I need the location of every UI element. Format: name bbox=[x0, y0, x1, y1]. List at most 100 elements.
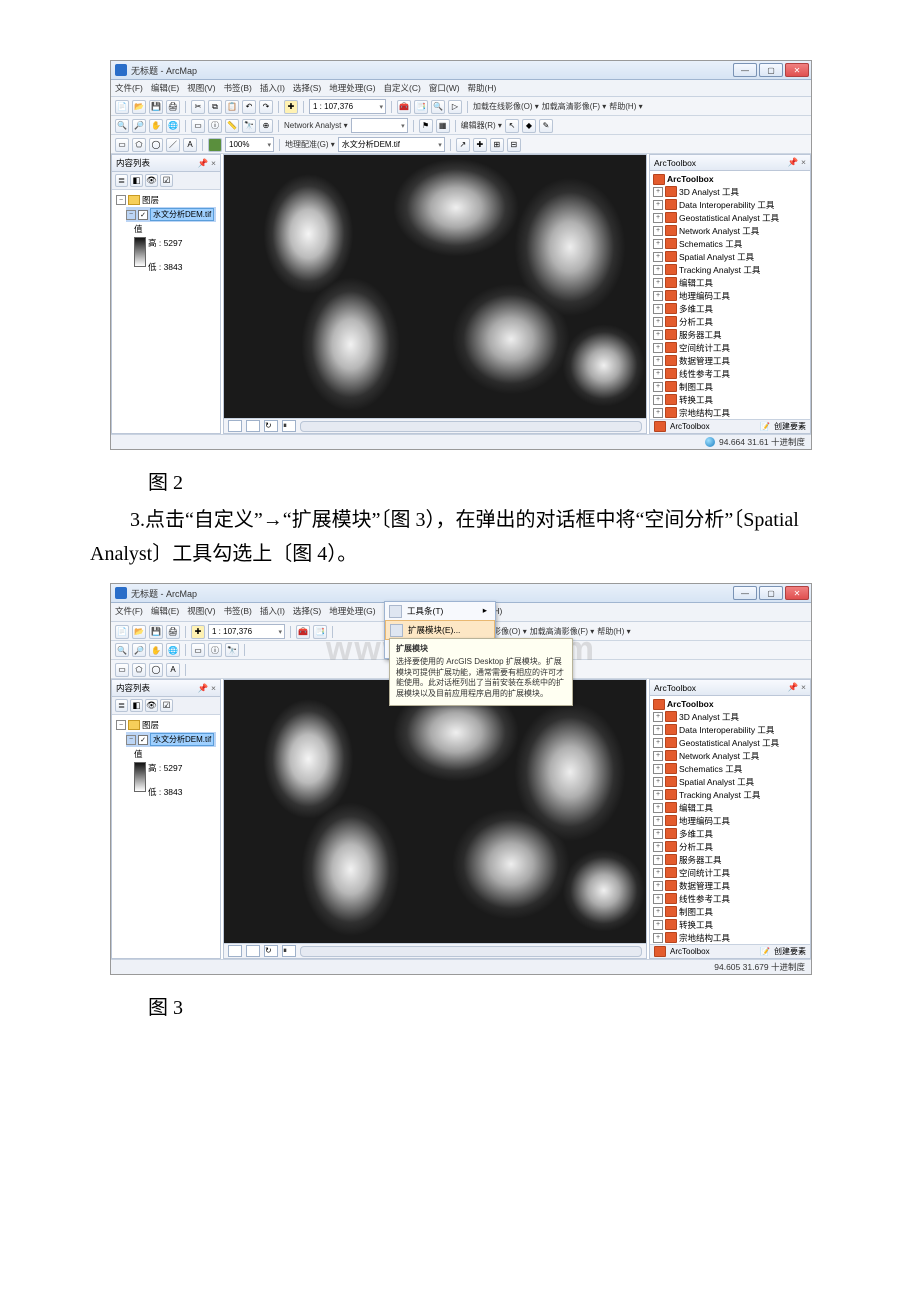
toc-list-by-source-icon[interactable]: ◧ bbox=[130, 699, 143, 712]
tb-item[interactable]: 数据管理工具 bbox=[679, 880, 730, 892]
tb-item[interactable]: Tracking Analyst 工具 bbox=[679, 264, 760, 276]
refresh-button[interactable]: ↻ bbox=[264, 420, 278, 432]
scale-combo[interactable]: 1 : 107,376 bbox=[208, 624, 285, 639]
exp-0[interactable]: + bbox=[653, 712, 663, 722]
menu-bookmarks[interactable]: 书签(B) bbox=[224, 605, 252, 619]
dd-extensions[interactable]: 扩展模块(E)... bbox=[385, 620, 495, 640]
edit-tool-icon[interactable]: ↖ bbox=[505, 119, 519, 133]
exp-11[interactable]: + bbox=[653, 855, 663, 865]
pan-icon[interactable]: ✋ bbox=[149, 119, 163, 133]
draw-poly-icon[interactable]: ⬠ bbox=[132, 663, 146, 677]
draw-rect-icon[interactable]: ▭ bbox=[115, 138, 129, 152]
tb-item[interactable]: 分析工具 bbox=[679, 841, 713, 853]
save-icon[interactable]: 💾 bbox=[149, 625, 163, 639]
toc-list-by-draw-icon[interactable]: ≣ bbox=[115, 174, 128, 187]
print-icon[interactable]: 🖨 bbox=[166, 625, 180, 639]
atb-close-icon[interactable]: × bbox=[801, 682, 806, 693]
tb-item[interactable]: 编辑工具 bbox=[679, 802, 713, 814]
refresh-button[interactable]: ↻ bbox=[264, 945, 278, 957]
menu-view[interactable]: 视图(V) bbox=[187, 605, 215, 619]
exp-6[interactable]: + bbox=[653, 265, 663, 275]
open-icon[interactable]: 📂 bbox=[132, 625, 146, 639]
zoom-out-icon[interactable]: 🔎 bbox=[132, 119, 146, 133]
exp-5[interactable]: + bbox=[653, 252, 663, 262]
exp-12[interactable]: + bbox=[653, 868, 663, 878]
cut-icon[interactable]: ✂ bbox=[191, 100, 205, 114]
layer-name[interactable]: 水文分析DEM.tif bbox=[150, 208, 214, 221]
tb-item[interactable]: 制图工具 bbox=[679, 906, 713, 918]
zoom-in-icon[interactable]: 🔍 bbox=[115, 119, 129, 133]
sketch-icon[interactable]: ✎ bbox=[539, 119, 553, 133]
data-view-button[interactable] bbox=[228, 945, 242, 957]
exp-16[interactable]: + bbox=[653, 920, 663, 930]
scale-combo[interactable]: 1 : 107,376 bbox=[309, 99, 386, 114]
dd-toolbars[interactable]: 工具条(T) ▸ bbox=[385, 602, 495, 620]
layout-view-button[interactable] bbox=[246, 420, 260, 432]
window-close-button[interactable]: ✕ bbox=[785, 63, 809, 77]
catalog-icon[interactable]: 📑 bbox=[313, 625, 327, 639]
exp-10[interactable]: + bbox=[653, 842, 663, 852]
toolbox-root[interactable]: ArcToolbox bbox=[667, 174, 714, 184]
tb-item[interactable]: 分析工具 bbox=[679, 316, 713, 328]
window-min-button[interactable]: — bbox=[733, 586, 757, 600]
exp-13[interactable]: + bbox=[653, 881, 663, 891]
tb-item[interactable]: 空间统计工具 bbox=[679, 867, 730, 879]
tb-item[interactable]: 空间统计工具 bbox=[679, 342, 730, 354]
menu-edit[interactable]: 编辑(E) bbox=[151, 82, 179, 94]
gr-icon-2[interactable]: ✚ bbox=[473, 138, 487, 152]
menu-help[interactable]: 帮助(H) bbox=[468, 82, 497, 94]
exp-15[interactable]: + bbox=[653, 382, 663, 392]
toc-group-label[interactable]: 图层 bbox=[142, 194, 159, 206]
expand-icon[interactable]: − bbox=[116, 195, 126, 205]
pause-button[interactable]: ⏸ bbox=[282, 945, 296, 957]
network-combo[interactable] bbox=[351, 118, 408, 133]
fill-icon[interactable] bbox=[208, 138, 222, 152]
exp-13[interactable]: + bbox=[653, 356, 663, 366]
exp-3[interactable]: + bbox=[653, 226, 663, 236]
tb-item[interactable]: 宗地结构工具 bbox=[679, 932, 730, 944]
menu-view[interactable]: 视图(V) bbox=[187, 82, 215, 94]
exp-12[interactable]: + bbox=[653, 343, 663, 353]
toc-list-by-source-icon[interactable]: ◧ bbox=[130, 174, 143, 187]
add-data-icon[interactable]: ✚ bbox=[191, 625, 205, 639]
toc-list-by-vis-icon[interactable]: 👁 bbox=[145, 699, 158, 712]
tb-item[interactable]: Geostatistical Analyst 工具 bbox=[679, 212, 779, 224]
map-canvas-2[interactable] bbox=[224, 680, 646, 943]
toc-list-by-vis-icon[interactable]: 👁 bbox=[145, 174, 158, 187]
layer-name[interactable]: 水文分析DEM.tif bbox=[150, 733, 214, 746]
tb-item[interactable]: 编辑工具 bbox=[679, 277, 713, 289]
zoom-out-icon[interactable]: 🔎 bbox=[132, 643, 146, 657]
menu-insert[interactable]: 插入(I) bbox=[260, 605, 285, 619]
tb-item[interactable]: Spatial Analyst 工具 bbox=[679, 251, 754, 263]
gr-icon-4[interactable]: ⊟ bbox=[507, 138, 521, 152]
menu-bookmarks[interactable]: 书签(B) bbox=[224, 82, 252, 94]
tb-item[interactable]: Schematics 工具 bbox=[679, 238, 742, 250]
exp-7[interactable]: + bbox=[653, 278, 663, 288]
tb-item[interactable]: Data Interoperability 工具 bbox=[679, 199, 774, 211]
map-canvas[interactable] bbox=[224, 155, 646, 418]
hscroll[interactable] bbox=[300, 946, 642, 957]
measure-icon[interactable]: 📏 bbox=[225, 119, 239, 133]
exp-10[interactable]: + bbox=[653, 317, 663, 327]
high-img-menu[interactable]: 加载高清影像(F) ▾ bbox=[530, 626, 594, 637]
toc-group-label[interactable]: 图层 bbox=[142, 719, 159, 731]
tb-item[interactable]: Geostatistical Analyst 工具 bbox=[679, 737, 779, 749]
exp-1[interactable]: + bbox=[653, 200, 663, 210]
exp-7[interactable]: + bbox=[653, 803, 663, 813]
new-doc-icon[interactable]: 📄 bbox=[115, 100, 129, 114]
menu-selection[interactable]: 选择(S) bbox=[293, 82, 321, 94]
tb-item[interactable]: 服务器工具 bbox=[679, 854, 722, 866]
draw-text-icon[interactable]: A bbox=[183, 138, 197, 152]
exp-4[interactable]: + bbox=[653, 764, 663, 774]
full-extent-icon[interactable]: 🌐 bbox=[166, 643, 180, 657]
menu-window[interactable]: 窗口(W) bbox=[429, 82, 460, 94]
tb-item[interactable]: 转换工具 bbox=[679, 394, 713, 406]
editor-label[interactable]: 编辑器(R) ▾ bbox=[461, 120, 502, 131]
new-doc-icon[interactable]: 📄 bbox=[115, 625, 129, 639]
tb-item[interactable]: 宗地结构工具 bbox=[679, 407, 730, 419]
copy-icon[interactable]: ⧉ bbox=[208, 100, 222, 114]
draw-line-icon[interactable]: ／ bbox=[166, 138, 180, 152]
tb-item[interactable]: 制图工具 bbox=[679, 381, 713, 393]
menu-selection[interactable]: 选择(S) bbox=[293, 605, 321, 619]
gr-icon-1[interactable]: ↗ bbox=[456, 138, 470, 152]
